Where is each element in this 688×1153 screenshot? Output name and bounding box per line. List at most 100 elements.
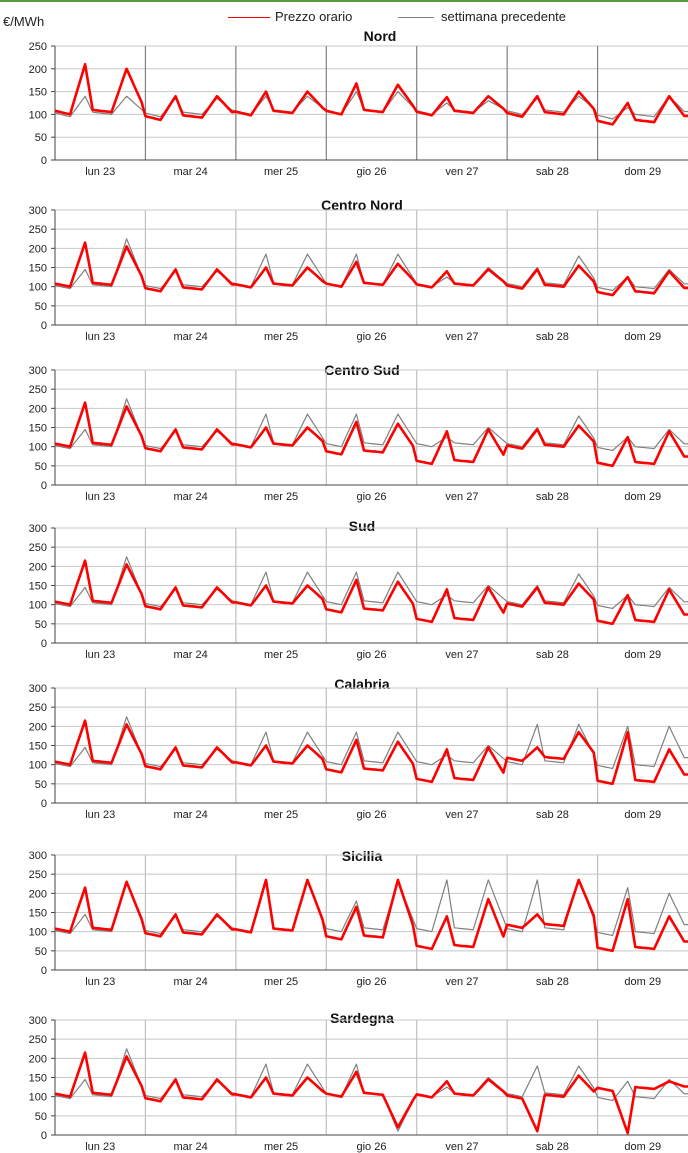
x-tick-label: mer 25: [264, 1141, 298, 1153]
y-tick-label: 100: [29, 760, 47, 772]
y-tick-label: 100: [29, 442, 47, 454]
x-tick-label: ven 27: [445, 491, 478, 503]
x-tick-label: lun 23: [85, 976, 115, 988]
x-tick-label: dom 29: [624, 976, 661, 988]
y-tick-label: 150: [29, 908, 47, 920]
series-line-settimana-precedente: [54, 556, 688, 610]
y-tick-label: 200: [29, 64, 47, 76]
y-tick-label: 250: [29, 384, 47, 396]
y-tick-label: 150: [29, 741, 47, 753]
y-tick-label: 50: [35, 946, 47, 958]
series-line-prezzo-orario: [54, 241, 688, 297]
y-tick-label: 200: [29, 888, 47, 900]
x-tick-label: mer 25: [264, 649, 298, 661]
series-line-prezzo-orario: [54, 559, 688, 626]
y-tick-label: 250: [29, 41, 47, 53]
y-tick-label: 50: [35, 1111, 47, 1123]
series-line-settimana-precedente: [54, 879, 688, 937]
series-line-settimana-precedente: [54, 398, 688, 452]
x-tick-label: mar 24: [174, 1141, 208, 1153]
x-tick-label: mer 25: [264, 491, 298, 503]
x-tick-label: gio 26: [357, 331, 387, 343]
x-tick-label: mer 25: [264, 809, 298, 821]
y-tick-label: 250: [29, 224, 47, 236]
y-tick-label: 0: [41, 480, 47, 492]
y-tick-label: 100: [29, 282, 47, 294]
y-unit-label: €/MWh: [3, 14, 45, 29]
chart-sicilia: Sicilia 0 50 100 150 200 250 300 lun 23 mar 24 mer…: [29, 848, 688, 988]
x-tick-label: mar 24: [174, 649, 208, 661]
chart-title: Calabria: [334, 676, 389, 692]
x-tick-label: mer 25: [264, 331, 298, 343]
y-tick-label: 50: [35, 619, 47, 631]
chart-centro-nord: Centro Nord 0 50 100 150 200 250 300 lun 23 mar 2…: [29, 197, 688, 343]
x-tick-label: ven 27: [445, 809, 478, 821]
legend-label-settimana-precedente: settimana precedente: [441, 9, 567, 24]
x-tick-label: dom 29: [624, 166, 661, 178]
chart-title: Sicilia: [342, 848, 383, 864]
y-tick-label: 300: [29, 205, 47, 217]
x-tick-label: mar 24: [174, 491, 208, 503]
series-line-settimana-precedente: [54, 716, 688, 770]
series-line-prezzo-orario: [54, 719, 688, 786]
y-tick-label: 200: [29, 561, 47, 573]
x-tick-label: dom 29: [624, 809, 661, 821]
y-tick-label: 250: [29, 702, 47, 714]
x-tick-label: mer 25: [264, 166, 298, 178]
y-tick-label: 150: [29, 87, 47, 99]
x-tick-label: mar 24: [174, 976, 208, 988]
y-tick-label: 200: [29, 1053, 47, 1065]
x-tick-label: sab 28: [536, 976, 569, 988]
y-tick-label: 0: [41, 798, 47, 810]
y-tick-label: 300: [29, 1015, 47, 1027]
y-tick-label: 150: [29, 263, 47, 275]
x-tick-label: dom 29: [624, 491, 661, 503]
y-tick-label: 0: [41, 965, 47, 977]
x-tick-label: gio 26: [357, 649, 387, 661]
y-tick-label: 200: [29, 403, 47, 415]
x-tick-label: sab 28: [536, 1141, 569, 1153]
chart-sud: Sud 0 50 100 150 200 250 300 lun 23 mar 24 mer 25 g…: [29, 518, 688, 661]
chart-title: Sud: [349, 518, 375, 534]
x-tick-label: ven 27: [445, 649, 478, 661]
chart-title: Centro Nord: [321, 197, 403, 213]
legend-label-prezzo-orario: Prezzo orario: [275, 9, 353, 24]
y-tick-label: 100: [29, 1092, 47, 1104]
y-tick-label: 300: [29, 850, 47, 862]
x-tick-label: gio 26: [357, 809, 387, 821]
y-tick-label: 300: [29, 523, 47, 535]
y-tick-label: 0: [41, 1130, 47, 1142]
y-tick-label: 0: [41, 155, 47, 167]
x-tick-label: lun 23: [85, 491, 115, 503]
y-tick-label: 300: [29, 683, 47, 695]
chart-calabria: Calabria 0 50 100 150 200 250 300 lun 23 mar 24 me…: [29, 676, 688, 821]
y-tick-label: 200: [29, 243, 47, 255]
x-tick-label: gio 26: [357, 166, 387, 178]
x-tick-label: dom 29: [624, 1141, 661, 1153]
y-tick-label: 150: [29, 581, 47, 593]
y-tick-label: 100: [29, 109, 47, 121]
y-tick-label: 0: [41, 638, 47, 650]
y-tick-label: 250: [29, 1034, 47, 1046]
y-tick-label: 50: [35, 779, 47, 791]
x-tick-label: dom 29: [624, 331, 661, 343]
x-tick-label: gio 26: [357, 491, 387, 503]
x-tick-label: ven 27: [445, 166, 478, 178]
series-line-prezzo-orario: [54, 1051, 688, 1135]
series-line-prezzo-orario: [54, 878, 688, 953]
y-tick-label: 300: [29, 365, 47, 377]
legend-line-red: [228, 17, 270, 18]
x-tick-label: lun 23: [85, 331, 115, 343]
x-tick-label: lun 23: [85, 1141, 115, 1153]
top-border-line: [0, 0, 688, 2]
chart-nord: Nord 0 50 100 150 200 250 lun 23 mar 24 mer 25 gio…: [29, 28, 688, 178]
x-tick-label: lun 23: [85, 649, 115, 661]
series-line-prezzo-orario: [54, 62, 688, 126]
x-tick-label: ven 27: [445, 1141, 478, 1153]
series-line-prezzo-orario: [54, 401, 688, 468]
x-tick-label: sab 28: [536, 649, 569, 661]
y-tick-label: 200: [29, 721, 47, 733]
x-tick-label: sab 28: [536, 166, 569, 178]
